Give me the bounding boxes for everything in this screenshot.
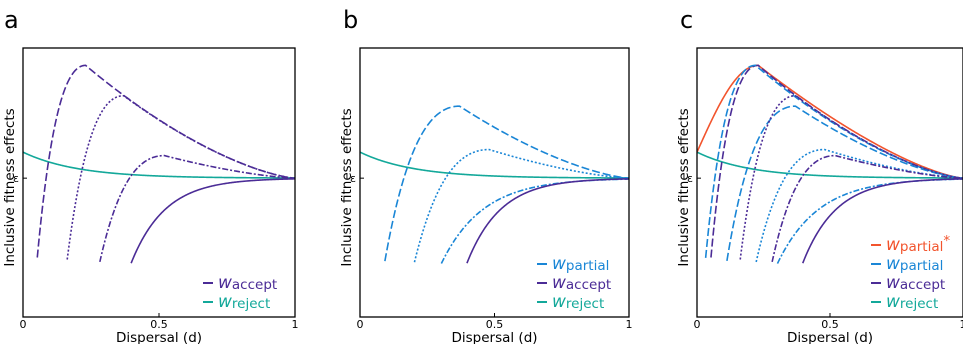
legend-label: wreject — [218, 292, 270, 312]
panel-a: a 0 0.5 1 ε Dispersal (d) Inclusive fitness ef… — [2, 6, 299, 344]
x-axis-label: Dispersal (d) — [116, 330, 202, 344]
series-line-accept — [466, 178, 629, 264]
series-line-partial — [413, 148, 629, 263]
series-line-reject — [23, 151, 295, 179]
series-line-accept — [36, 64, 295, 258]
series-line-accept — [771, 154, 963, 263]
legend-label: wpartial* — [886, 233, 950, 255]
series-line-accept — [99, 154, 295, 263]
legend-label: wreject — [552, 292, 604, 312]
panel-b: b 0 0.5 1 ε Dispersal (d) Inclusive fitness ef… — [339, 6, 633, 344]
series-line-partial-star — [697, 64, 963, 179]
series-line-accept — [130, 178, 295, 264]
panel-c: c 0 0.5 1 ε Dispersal (d) Inclusive fitness ef… — [676, 6, 963, 344]
y-axis-label: Inclusive fitness effects — [339, 108, 355, 266]
legend-label: wreject — [886, 292, 938, 312]
x-axis-label: Dispersal (d) — [451, 330, 537, 344]
x-tick-label: 0.5 — [150, 318, 168, 331]
series-line-partial — [776, 178, 963, 264]
y-axis-label: Inclusive fitness effects — [676, 108, 692, 266]
legend-label: waccept — [552, 273, 611, 293]
y-tick-label: ε — [13, 172, 19, 185]
x-axis-label: Dispersal (d) — [787, 330, 873, 344]
series-line-accept — [66, 94, 295, 260]
legend-label: wpartial — [552, 254, 609, 274]
y-tick-label: ε — [687, 172, 693, 185]
series-group — [23, 64, 295, 264]
legend-item: wpartial* — [871, 233, 950, 255]
legend-item: wreject — [537, 292, 604, 312]
series-line-accept — [739, 94, 963, 260]
x-tick-label: 0.5 — [486, 318, 504, 331]
x-tick-label: 0 — [20, 318, 27, 331]
x-tick-label: 1 — [292, 318, 299, 331]
y-tick-label: ε — [350, 172, 356, 185]
series-line-reject — [697, 151, 963, 179]
x-tick-label: 0 — [357, 318, 364, 331]
x-tick-label: 1 — [626, 318, 633, 331]
series-group — [360, 105, 629, 264]
series-line-partial — [755, 148, 963, 263]
series-line-accept — [801, 178, 963, 264]
legend-label: waccept — [886, 273, 945, 293]
panel-letter: c — [680, 6, 693, 34]
series-line-reject — [360, 151, 629, 179]
x-tick-label: 0.5 — [821, 318, 839, 331]
y-axis-label: Inclusive fitness effects — [2, 108, 18, 266]
legend-label: wpartial — [886, 254, 943, 274]
series-line-partial — [726, 105, 963, 261]
legend-item: wreject — [871, 292, 938, 312]
legend-item: waccept — [537, 273, 611, 293]
legend-item: waccept — [871, 273, 945, 293]
x-tick-label: 1 — [960, 318, 963, 331]
panel-letter: b — [343, 6, 358, 34]
legend-item: waccept — [203, 273, 277, 293]
legend-item: wreject — [203, 292, 270, 312]
x-tick-label: 0 — [694, 318, 701, 331]
series-line-partial — [384, 105, 629, 262]
legend-label: waccept — [218, 273, 277, 293]
series-line-partial — [440, 178, 629, 264]
legend-item: wpartial — [871, 254, 943, 274]
legend-item: wpartial — [537, 254, 609, 274]
panel-letter: a — [4, 6, 19, 34]
series-group — [697, 64, 963, 264]
series-line-partial — [704, 64, 963, 258]
